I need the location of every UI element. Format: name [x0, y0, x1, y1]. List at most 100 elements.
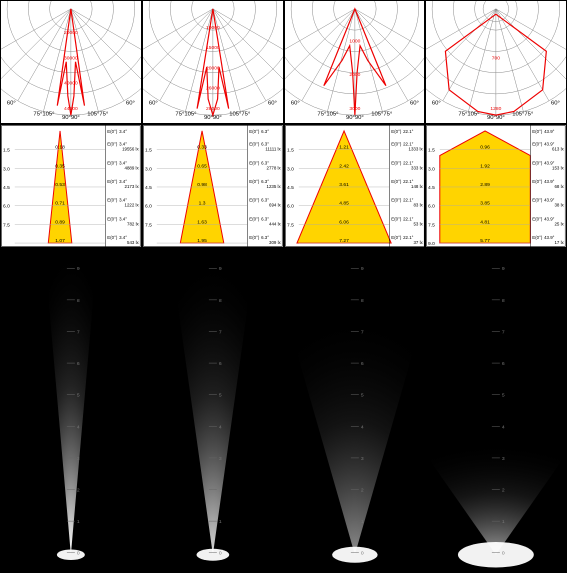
svg-text:3.0: 3.0	[286, 166, 293, 172]
svg-text:0.71: 0.71	[55, 201, 65, 207]
svg-text:5.77: 5.77	[481, 238, 491, 244]
svg-text:1.92: 1.92	[481, 163, 491, 169]
svg-text:105°: 105°	[42, 111, 54, 117]
svg-text:75°: 75°	[99, 111, 108, 117]
svg-text:E(0°): E(0°)	[391, 142, 402, 147]
svg-text:60°: 60°	[409, 100, 418, 106]
svg-text:4.5: 4.5	[3, 185, 10, 191]
svg-text:0: 0	[219, 551, 222, 557]
svg-text:E(0°): E(0°)	[107, 216, 118, 221]
svg-text:75°: 75°	[175, 111, 184, 117]
svg-text:0.89: 0.89	[55, 219, 65, 225]
svg-text:6.3°: 6.3°	[261, 129, 269, 134]
svg-text:8: 8	[502, 298, 505, 304]
svg-text:E(0°): E(0°)	[107, 179, 118, 184]
svg-text:30000: 30000	[64, 55, 78, 61]
svg-text:90°: 90°	[496, 115, 505, 121]
svg-text:1.95: 1.95	[197, 238, 207, 244]
svg-text:60°: 60°	[126, 100, 135, 106]
svg-text:9: 9	[360, 266, 363, 272]
svg-text:E(0°): E(0°)	[107, 235, 118, 240]
svg-text:E(0°): E(0°)	[391, 160, 402, 165]
svg-text:9.0: 9.0	[428, 241, 435, 247]
svg-text:90°: 90°	[345, 115, 354, 121]
svg-text:17 lx: 17 lx	[555, 240, 565, 245]
svg-text:148 lx: 148 lx	[410, 184, 423, 189]
svg-text:3.61: 3.61	[339, 182, 349, 188]
svg-text:6.3°: 6.3°	[261, 198, 269, 203]
svg-text:4: 4	[219, 424, 222, 430]
svg-text:60°: 60°	[149, 100, 158, 106]
svg-text:6.0: 6.0	[428, 204, 435, 210]
svg-text:5: 5	[219, 393, 222, 399]
svg-text:1280: 1280	[491, 106, 502, 112]
svg-text:6.0: 6.0	[3, 204, 10, 210]
svg-text:0.18: 0.18	[55, 145, 65, 151]
svg-text:0.53: 0.53	[55, 182, 65, 188]
svg-text:43.9°: 43.9°	[544, 129, 555, 134]
svg-text:1222 lx: 1222 lx	[125, 203, 140, 208]
svg-text:4: 4	[502, 424, 505, 430]
svg-text:2: 2	[360, 488, 363, 494]
svg-text:90°: 90°	[71, 115, 80, 121]
svg-text:7: 7	[502, 329, 505, 335]
svg-text:3.4°: 3.4°	[119, 216, 127, 221]
svg-text:43.9°: 43.9°	[544, 216, 555, 221]
svg-text:153 lx: 153 lx	[552, 165, 565, 170]
svg-text:90°: 90°	[487, 115, 496, 121]
svg-text:10000: 10000	[206, 25, 220, 31]
svg-text:4.85: 4.85	[339, 201, 349, 207]
svg-text:2: 2	[502, 488, 505, 494]
svg-text:105°: 105°	[512, 111, 524, 117]
svg-text:2173 lx: 2173 lx	[125, 184, 140, 189]
svg-text:E(0°): E(0°)	[391, 198, 402, 203]
svg-text:E(0°): E(0°)	[107, 142, 118, 147]
svg-text:75°: 75°	[459, 111, 468, 117]
svg-text:3.4°: 3.4°	[119, 235, 127, 240]
svg-text:60°: 60°	[290, 100, 299, 106]
svg-text:0.98: 0.98	[197, 182, 207, 188]
svg-text:E(0°): E(0°)	[533, 142, 544, 147]
svg-text:4889 lx: 4889 lx	[125, 165, 140, 170]
svg-text:9: 9	[77, 266, 80, 272]
svg-text:5: 5	[502, 393, 505, 399]
svg-text:1: 1	[502, 519, 505, 525]
svg-text:1.21: 1.21	[339, 145, 349, 151]
svg-text:2000: 2000	[349, 72, 360, 78]
svg-text:60°: 60°	[551, 100, 560, 106]
svg-text:22.1°: 22.1°	[403, 216, 414, 221]
svg-text:28000: 28000	[206, 106, 220, 112]
svg-text:7.5: 7.5	[3, 222, 10, 228]
svg-text:6: 6	[219, 361, 222, 367]
svg-text:333 lx: 333 lx	[410, 165, 423, 170]
svg-text:E(0°): E(0°)	[533, 198, 544, 203]
svg-text:7.27: 7.27	[339, 238, 349, 244]
svg-text:60°: 60°	[268, 100, 277, 106]
svg-text:5: 5	[77, 393, 80, 399]
svg-text:4: 4	[360, 424, 363, 430]
cone-chart: 1.50.333.00.654.50.986.01.37.51.631.95E(…	[142, 124, 284, 248]
svg-text:1.5: 1.5	[428, 148, 435, 154]
svg-text:8: 8	[360, 298, 363, 304]
svg-text:9: 9	[219, 266, 222, 272]
svg-text:90°: 90°	[62, 115, 71, 121]
svg-text:75°: 75°	[525, 111, 534, 117]
svg-text:43.9°: 43.9°	[544, 179, 555, 184]
cone-chart: 1.50.183.00.354.50.536.00.717.50.891.07E…	[0, 124, 142, 248]
svg-text:3: 3	[77, 456, 80, 462]
svg-text:105°: 105°	[229, 111, 241, 117]
svg-text:1.5: 1.5	[3, 148, 10, 154]
svg-text:6: 6	[360, 361, 363, 367]
svg-text:6: 6	[77, 361, 80, 367]
svg-text:7: 7	[219, 329, 222, 335]
svg-text:0: 0	[502, 551, 505, 557]
svg-text:105°: 105°	[468, 111, 480, 117]
svg-text:7.5: 7.5	[428, 222, 435, 228]
svg-text:543 lx: 543 lx	[127, 240, 140, 245]
svg-text:E(0°): E(0°)	[533, 129, 544, 134]
svg-text:4.81: 4.81	[481, 219, 491, 225]
svg-text:E(0°): E(0°)	[249, 179, 260, 184]
polar-diagram: 30°30°45°45°60°60°75°75°90°90°105°105°10…	[142, 0, 284, 124]
svg-text:105°: 105°	[326, 111, 338, 117]
svg-text:E(0°): E(0°)	[107, 160, 118, 165]
